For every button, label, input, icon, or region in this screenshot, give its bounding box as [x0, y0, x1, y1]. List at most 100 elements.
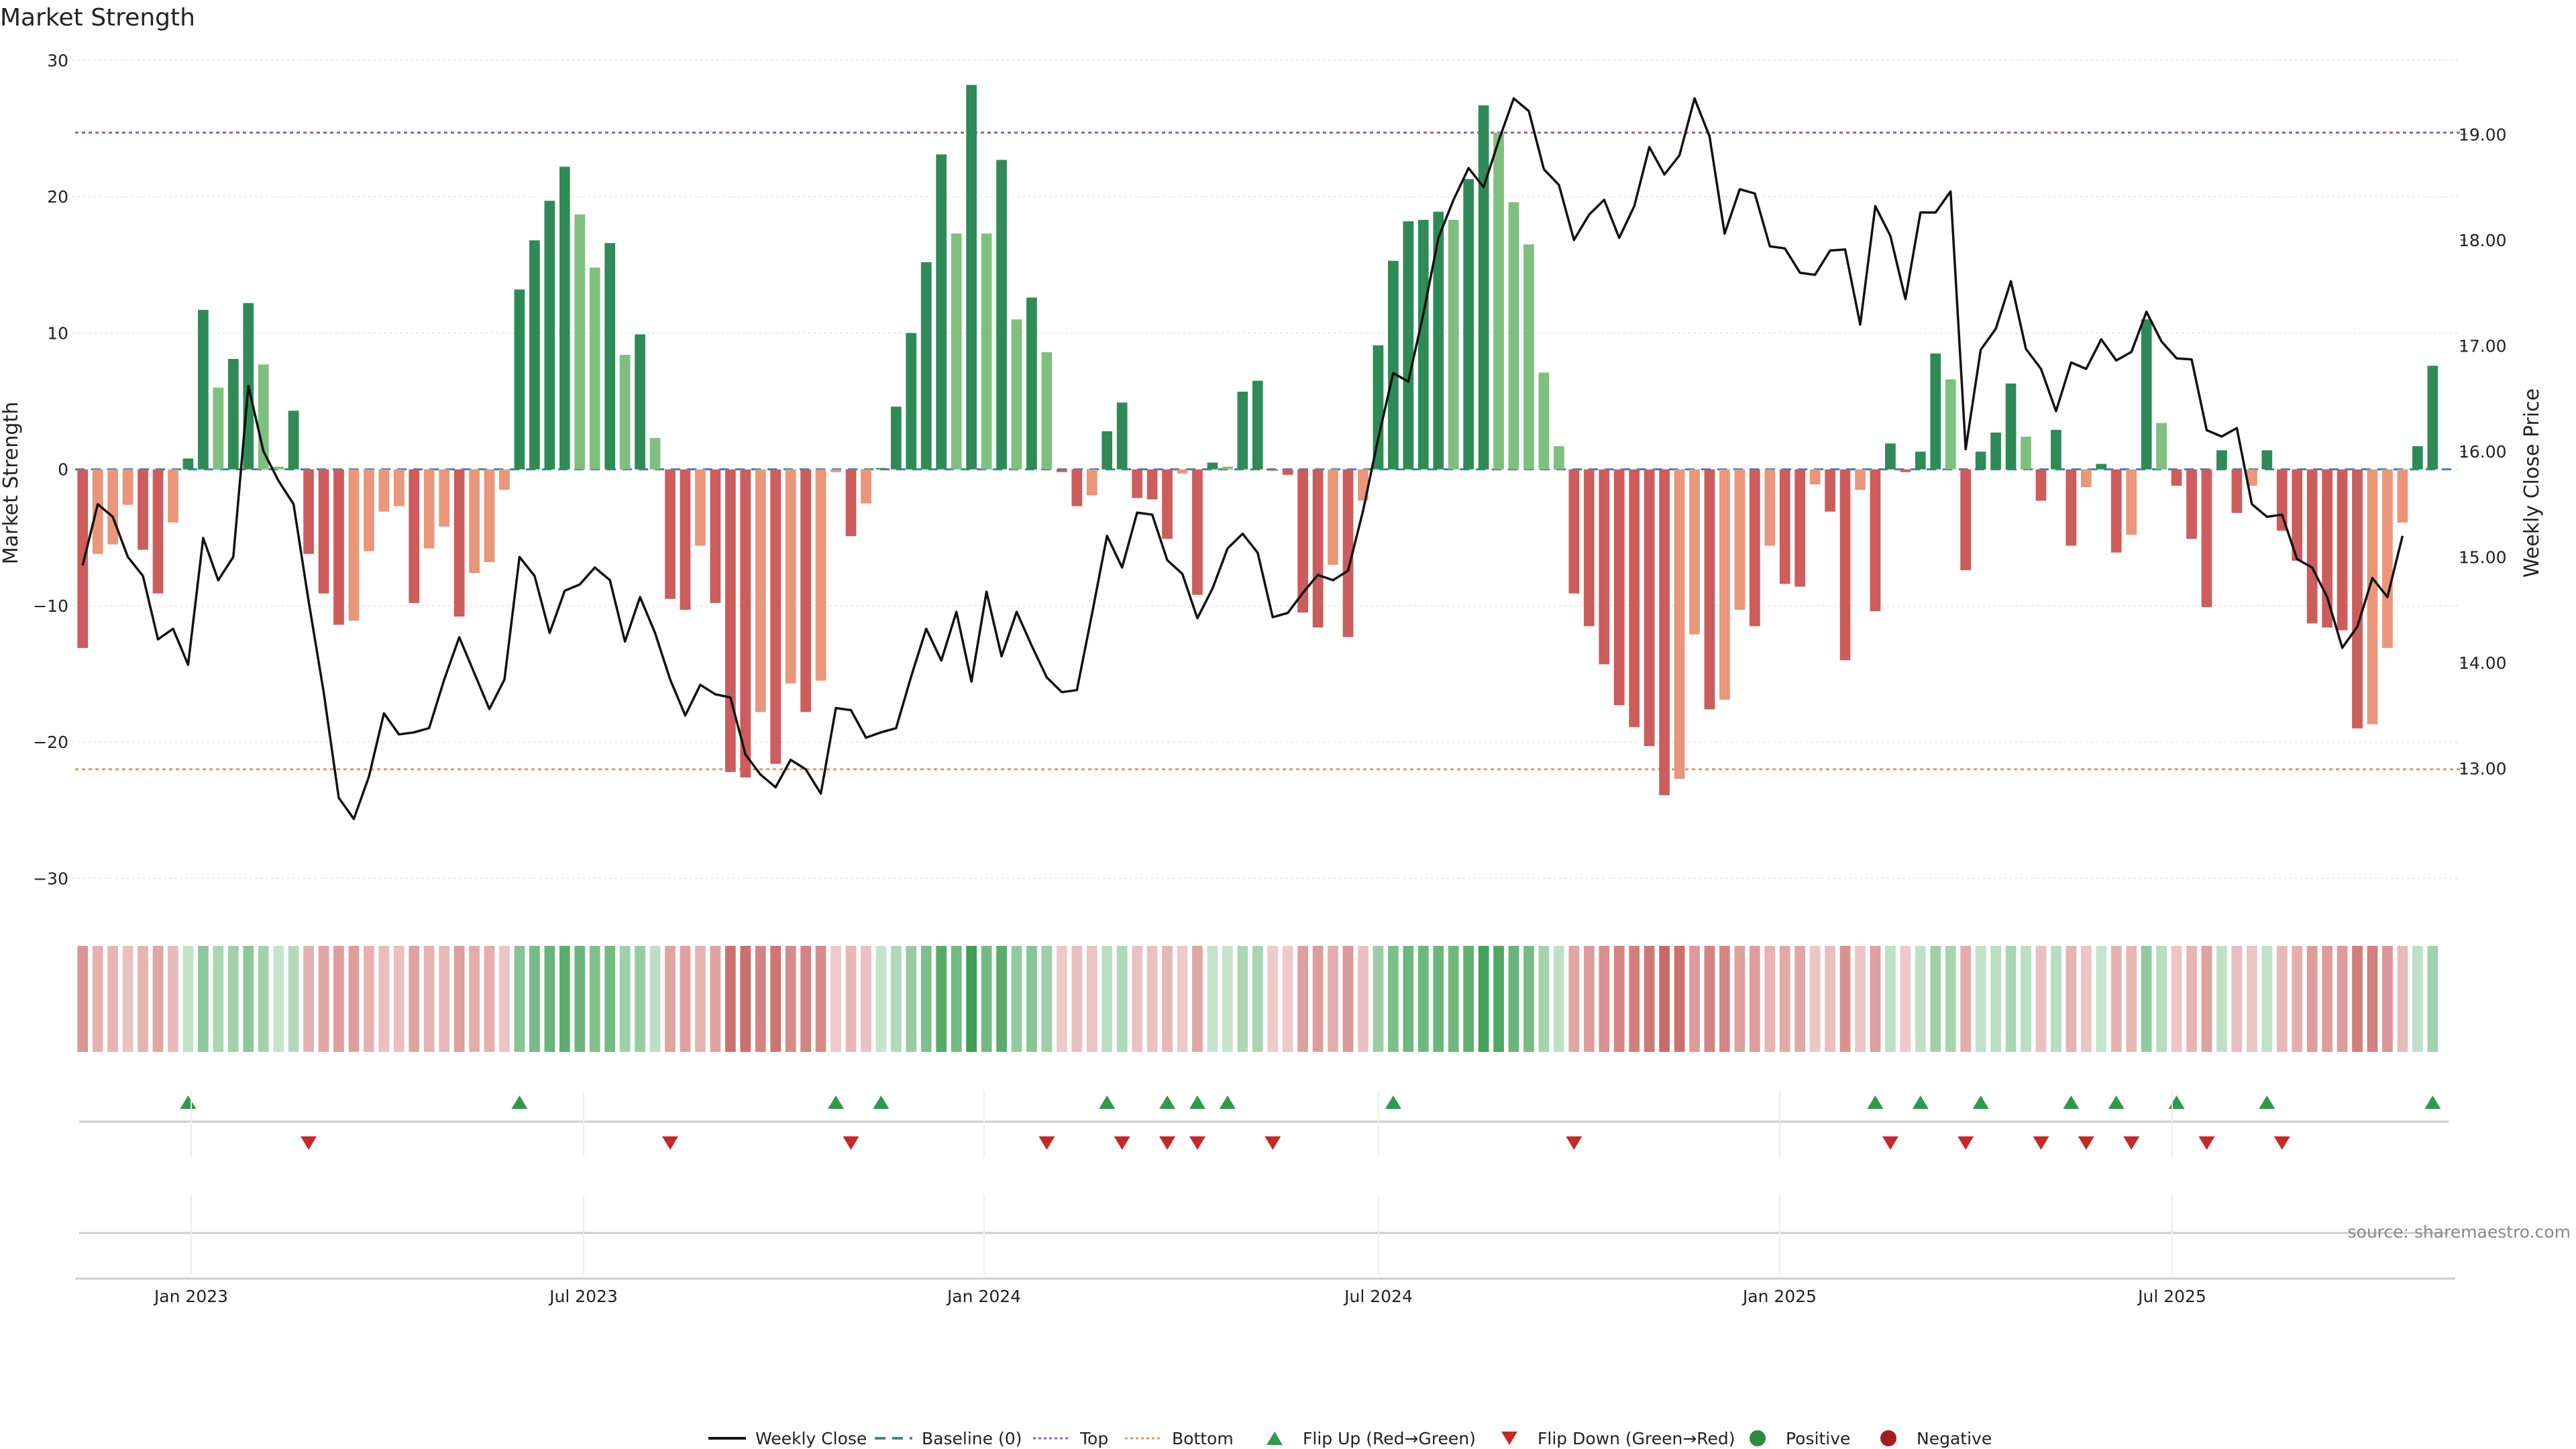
flip-up-marker — [180, 1095, 197, 1109]
heat-cell — [1629, 946, 1640, 1052]
heat-cell — [1945, 946, 1956, 1052]
heat-cell — [2021, 946, 2031, 1052]
heat-cell — [785, 946, 796, 1052]
heat-cell — [1448, 946, 1459, 1052]
heat-cell — [514, 946, 525, 1052]
strength-bar — [1252, 380, 1263, 470]
heat-cell — [378, 946, 390, 1052]
strength-bar — [1794, 469, 1806, 587]
flip-down-marker — [1566, 1136, 1582, 1150]
heat-cell — [1282, 946, 1293, 1052]
heat-cell — [574, 946, 586, 1052]
flip-down-marker — [1957, 1136, 1974, 1150]
right-tick-label: 13.00 — [2459, 759, 2507, 778]
flip-down-marker — [2078, 1136, 2094, 1150]
strength-bar — [2126, 469, 2137, 535]
heat-cell — [2096, 946, 2107, 1052]
heat-cell — [845, 946, 857, 1052]
heat-cell — [2397, 946, 2408, 1052]
heat-cell — [2276, 946, 2288, 1052]
heat-cell — [2156, 946, 2167, 1052]
strength-bar — [2021, 436, 2031, 470]
strength-bar — [2337, 469, 2348, 631]
heat-cell — [409, 946, 420, 1052]
heat-cell — [936, 946, 947, 1052]
strength-bar — [2246, 469, 2257, 486]
strength-bar — [936, 154, 947, 470]
strength-bar — [1373, 345, 1384, 470]
strength-bar — [815, 469, 826, 681]
legend-triangle-up-icon — [1267, 1432, 1283, 1445]
heat-cell — [2261, 946, 2273, 1052]
heat-cell — [544, 946, 555, 1052]
heat-cell — [1177, 946, 1188, 1052]
right-tick-label: 14.00 — [2459, 653, 2507, 673]
legend-item: Negative — [1880, 1429, 1992, 1448]
strength-bar — [1312, 469, 1324, 628]
strength-bar — [1086, 469, 1097, 496]
strength-bar — [589, 267, 600, 470]
heat-cell — [1599, 946, 1610, 1052]
heat-cell — [1975, 946, 1986, 1052]
strength-bar — [1704, 469, 1715, 710]
heat-cell — [1297, 946, 1308, 1052]
strength-bar — [1146, 469, 1158, 500]
strength-bar — [2156, 423, 2167, 470]
flip-up-marker — [1219, 1095, 1236, 1109]
legend-label: Flip Down (Green→Red) — [1538, 1429, 1735, 1448]
heat-cell — [800, 946, 811, 1052]
heat-cell — [981, 946, 992, 1052]
heat-cell — [951, 946, 962, 1052]
strength-bar — [1855, 469, 1866, 490]
legend-label: Negative — [1917, 1429, 1992, 1448]
flip-down-marker — [2198, 1136, 2215, 1150]
heat-cell — [243, 946, 254, 1052]
heat-cell — [1146, 946, 1158, 1052]
strength-bar — [1644, 469, 1655, 747]
heat-cell — [499, 946, 510, 1052]
heat-cell — [830, 946, 841, 1052]
strength-bar — [890, 407, 902, 470]
strength-bar — [1674, 469, 1685, 779]
heat-cell — [1734, 946, 1746, 1052]
flip-down-marker — [843, 1136, 859, 1150]
legend-item: Top — [1033, 1429, 1108, 1448]
heat-cell — [1011, 946, 1022, 1052]
heat-cell — [2292, 946, 2303, 1052]
heat-cell — [1312, 946, 1324, 1052]
heat-cell — [2065, 946, 2077, 1052]
right-axis-ticks: 19.00 18.00 17.00 16.00 15.00 14.00 13.00 — [2459, 125, 2507, 778]
heat-cell — [2337, 946, 2348, 1052]
strength-bar — [1056, 469, 1067, 472]
strength-bar — [453, 469, 465, 617]
heat-cell — [1825, 946, 1835, 1052]
date-tick-label: Jan 2023 — [153, 1287, 228, 1306]
strength-bar — [1192, 469, 1203, 595]
strength-bar — [1162, 469, 1173, 539]
strength-bar — [1990, 432, 2001, 470]
flip-down-marker — [1159, 1136, 1176, 1150]
date-tick-label: Jul 2025 — [2137, 1287, 2206, 1306]
strength-bar — [2427, 366, 2438, 470]
heat-cell — [1493, 946, 1504, 1052]
weekly-close-line — [81, 97, 2404, 820]
left-axis-ticks: 30 20 10 0 −10 −20 −30 — [33, 51, 68, 888]
heat-cell — [2005, 946, 2017, 1052]
heat-cell — [1794, 946, 1806, 1052]
strength-bar — [1177, 469, 1188, 474]
strength-bar — [996, 160, 1007, 470]
heat-cell — [1403, 946, 1414, 1052]
heat-cell — [213, 946, 224, 1052]
heat-cell — [966, 946, 977, 1052]
flip-down-marker — [2033, 1136, 2049, 1150]
heat-cell — [1373, 946, 1384, 1052]
strength-bar — [92, 469, 103, 554]
heat-cell — [1719, 946, 1730, 1052]
strength-bar — [1493, 132, 1504, 470]
strength-bar — [1583, 469, 1595, 627]
heat-cell — [1870, 946, 1881, 1052]
heat-cell — [2231, 946, 2243, 1052]
heat-cell — [2322, 946, 2332, 1052]
heat-cell — [861, 946, 871, 1052]
heat-cell — [1568, 946, 1580, 1052]
